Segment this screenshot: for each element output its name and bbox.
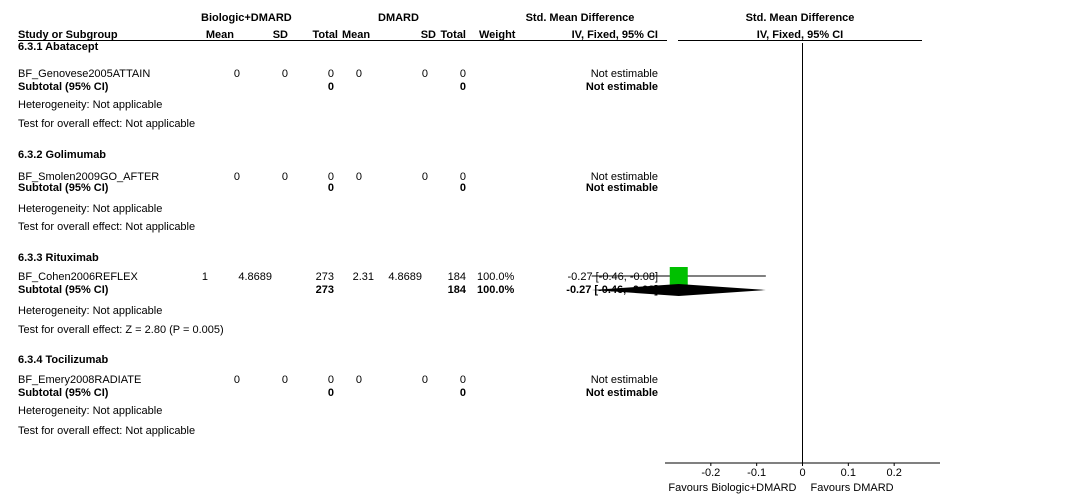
total2-value: 0 <box>459 374 466 386</box>
total2-value: 184 <box>447 271 466 283</box>
group2-header: DMARD <box>378 12 419 24</box>
x-tick-label: 0.1 <box>841 467 856 479</box>
total2-value: 0 <box>459 68 466 80</box>
total1-value: 0 <box>327 68 334 80</box>
subgroup-title: 6.3.4 Tocilizumab <box>18 354 109 366</box>
subtotal-ci: Not estimable <box>585 81 658 93</box>
study-name: BF_Genovese2005ATTAIN <box>18 68 151 80</box>
subtotal-weight: 100.0% <box>477 284 515 296</box>
sd2-value: 0 <box>421 68 428 80</box>
study-column-header: Study or Subgroup <box>18 29 118 41</box>
heterogeneity-text: Heterogeneity: Not applicable <box>18 305 163 317</box>
plot-header-rule <box>678 40 922 41</box>
subtotal-total1: 0 <box>327 182 334 194</box>
effect-subheader: IV, Fixed, 95% CI <box>571 29 658 41</box>
study-name: BF_Emery2008RADIATE <box>18 374 142 386</box>
overall-effect-text: Test for overall effect: Not applicable <box>18 221 196 233</box>
sd2-value: 4.8689 <box>388 271 422 283</box>
subtotal-total2: 0 <box>459 81 466 93</box>
mean1-header: Mean <box>205 29 234 41</box>
subtotal-label: Subtotal (95% CI) <box>18 81 109 93</box>
mean2-value: 0 <box>355 171 362 183</box>
subgroup-title: 6.3.1 Abatacept <box>18 41 99 53</box>
total1-header: Total <box>312 29 338 41</box>
mean1-value: 0 <box>233 374 240 386</box>
subtotal-total1: 273 <box>315 284 334 296</box>
x-tick-label: -0.1 <box>747 467 766 479</box>
favours-left-label: Favours Biologic+DMARD <box>668 482 796 494</box>
sd2-header: SD <box>420 29 436 41</box>
sd2-value: 0 <box>421 374 428 386</box>
weight-header: Weight <box>479 29 516 41</box>
study-name: BF_Cohen2006REFLEX <box>18 271 138 283</box>
total1-value: 0 <box>327 374 334 386</box>
subtotal-label: Subtotal (95% CI) <box>18 387 109 399</box>
weight-value: 100.0% <box>477 271 515 283</box>
x-tick-label: 0.2 <box>887 467 902 479</box>
favours-right-label: Favours DMARD <box>811 482 894 494</box>
plot-header: Std. Mean Difference <box>745 12 855 24</box>
subtotal-label: Subtotal (95% CI) <box>18 284 109 296</box>
subtotal-total1: 0 <box>327 81 334 93</box>
sd1-value: 0 <box>281 171 288 183</box>
sd2-value: 0 <box>421 171 428 183</box>
sd1-value: 0 <box>281 374 288 386</box>
total1-value: 273 <box>315 271 334 283</box>
subgroup-title: 6.3.2 Golimumab <box>18 149 107 161</box>
heterogeneity-text: Heterogeneity: Not applicable <box>18 405 163 417</box>
x-tick-label: -0.2 <box>701 467 720 479</box>
study-name: BF_Smolen2009GO_AFTER <box>18 171 160 183</box>
total2-header: Total <box>440 29 466 41</box>
subtotal-total2: 184 <box>447 284 466 296</box>
subgroup-title: 6.3.3 Rituximab <box>18 252 99 264</box>
subtotal-label: Subtotal (95% CI) <box>18 182 109 194</box>
header-rule <box>18 40 667 41</box>
mean2-value: 0 <box>355 374 362 386</box>
heterogeneity-text: Heterogeneity: Not applicable <box>18 203 163 215</box>
sd1-value: 4.8689 <box>238 271 272 283</box>
subtotal-diamond <box>591 284 766 296</box>
subtotal-total2: 0 <box>459 182 466 194</box>
ci-value: Not estimable <box>590 68 658 80</box>
sd1-value: 0 <box>281 68 288 80</box>
total1-value: 0 <box>327 171 334 183</box>
subtotal-ci: Not estimable <box>585 387 658 399</box>
subtotal-total2: 0 <box>459 387 466 399</box>
ci-value: Not estimable <box>590 374 658 386</box>
ci-value: Not estimable <box>590 171 658 183</box>
heterogeneity-text: Heterogeneity: Not applicable <box>18 99 163 111</box>
mean2-value: 2.31 <box>352 271 374 283</box>
overall-effect-text: Test for overall effect: Z = 2.80 (P = 0… <box>18 324 224 336</box>
mean1-value: 0 <box>233 68 240 80</box>
subtotal-ci: Not estimable <box>585 182 658 194</box>
group1-header: Biologic+DMARD <box>201 12 292 24</box>
mean2-header: Mean <box>342 29 371 41</box>
ci-value: -0.27 [-0.46, -0.08] <box>567 271 659 283</box>
subtotal-total1: 0 <box>327 387 334 399</box>
x-tick-label: 0 <box>799 467 805 479</box>
mean1-value: 1 <box>201 271 208 283</box>
overall-effect-text: Test for overall effect: Not applicable <box>18 118 196 130</box>
sd1-header: SD <box>272 29 288 41</box>
effect-header: Std. Mean Difference <box>525 12 635 24</box>
overall-effect-text: Test for overall effect: Not applicable <box>18 425 196 437</box>
mean2-value: 0 <box>355 68 362 80</box>
total2-value: 0 <box>459 171 466 183</box>
mean1-value: 0 <box>233 171 240 183</box>
study-effect-square <box>669 267 688 285</box>
plot-subheader: IV, Fixed, 95% CI <box>756 29 844 41</box>
